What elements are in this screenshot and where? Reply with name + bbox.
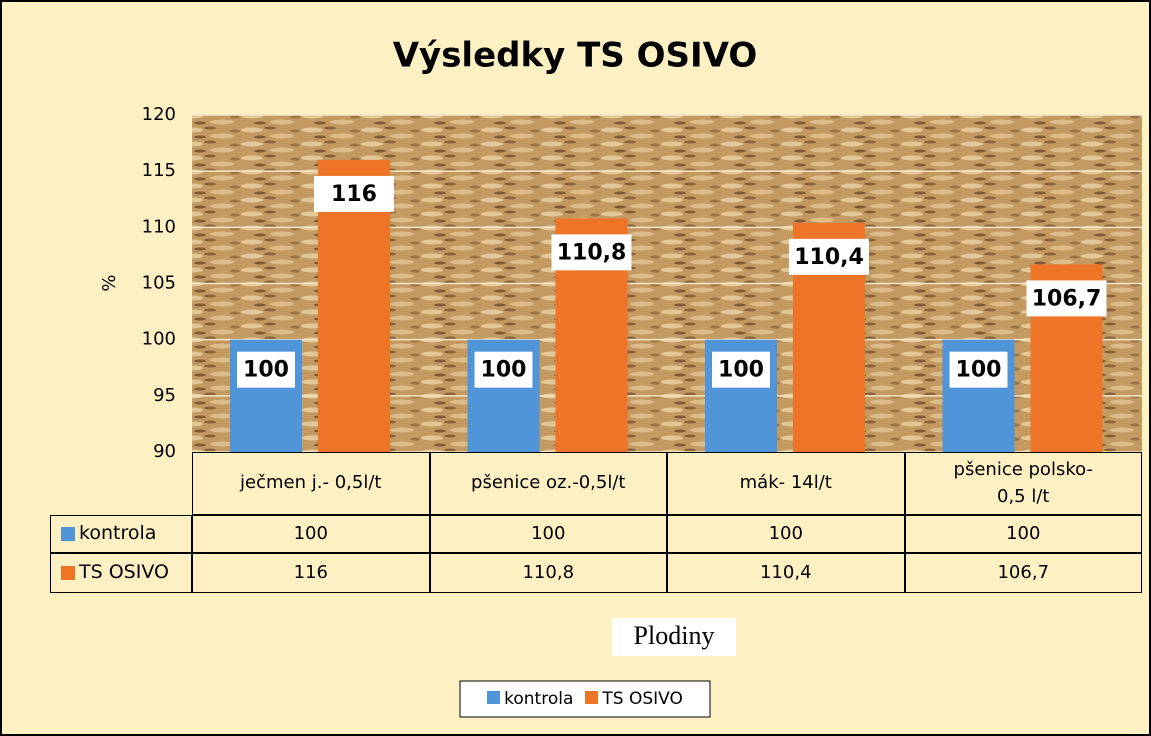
y-tick-label: 105 <box>142 273 176 294</box>
y-tick-label: 100 <box>142 329 176 350</box>
legend-item: TS OSIVO <box>585 687 682 712</box>
y-tick-label: 95 <box>153 385 176 406</box>
y-tick-label: 90 <box>153 441 176 462</box>
table-cell: 110,8 <box>430 553 668 593</box>
legend-label: kontrola <box>504 689 573 709</box>
x-tick-label: mák- 14l/t <box>667 452 905 515</box>
x-axis-label: Plodiny <box>634 621 715 650</box>
table-cell: 100 <box>667 515 905 553</box>
data-label: 100 <box>481 358 527 383</box>
data-label: 110,8 <box>557 240 627 265</box>
series-name: kontrola <box>79 520 156 548</box>
chart: Výsledky TS OSIVO % 90 95 100 105 110 115 120 1… <box>0 0 1151 736</box>
table-cell: 100 <box>192 515 430 553</box>
chart-page: Výsledky TS OSIVO % 90 95 100 105 110 115 120 1… <box>0 0 1151 736</box>
table-row-header: kontrola <box>50 515 192 553</box>
legend-key <box>61 566 75 580</box>
data-label: 100 <box>718 358 764 383</box>
legend-items: kontrola TS OSIVO <box>460 681 710 717</box>
table-cell: 100 <box>905 515 1143 553</box>
legend-item: kontrola <box>487 687 573 712</box>
series-name: TS OSIVO <box>79 559 169 587</box>
y-axis-label: % <box>99 274 120 291</box>
x-tick-label: pšenice polsko-0,5 l/t <box>905 452 1143 515</box>
table-cell: 106,7 <box>905 553 1143 593</box>
data-label: 100 <box>956 358 1002 383</box>
x-tick-label: ječmen j.- 0,5l/t <box>192 452 430 515</box>
legend-label: TS OSIVO <box>602 689 682 709</box>
chart-title: Výsledky TS OSIVO <box>393 36 758 76</box>
x-tick-label: pšenice oz.-0,5l/t <box>430 452 668 515</box>
y-tick-label: 115 <box>142 160 176 181</box>
y-tick-label: 110 <box>142 216 176 237</box>
legend-key <box>61 527 75 541</box>
data-label: 110,4 <box>794 245 864 270</box>
table-cell: 110,4 <box>667 553 905 593</box>
table-cell: 116 <box>192 553 430 593</box>
legend-key <box>487 691 500 704</box>
data-label: 116 <box>331 182 377 207</box>
y-tick-label: 120 <box>142 104 176 125</box>
data-label: 106,7 <box>1032 286 1102 311</box>
table-row-header: TS OSIVO <box>50 553 192 593</box>
table-cell: 100 <box>430 515 668 553</box>
data-label: 100 <box>243 358 289 383</box>
legend-key <box>585 691 598 704</box>
